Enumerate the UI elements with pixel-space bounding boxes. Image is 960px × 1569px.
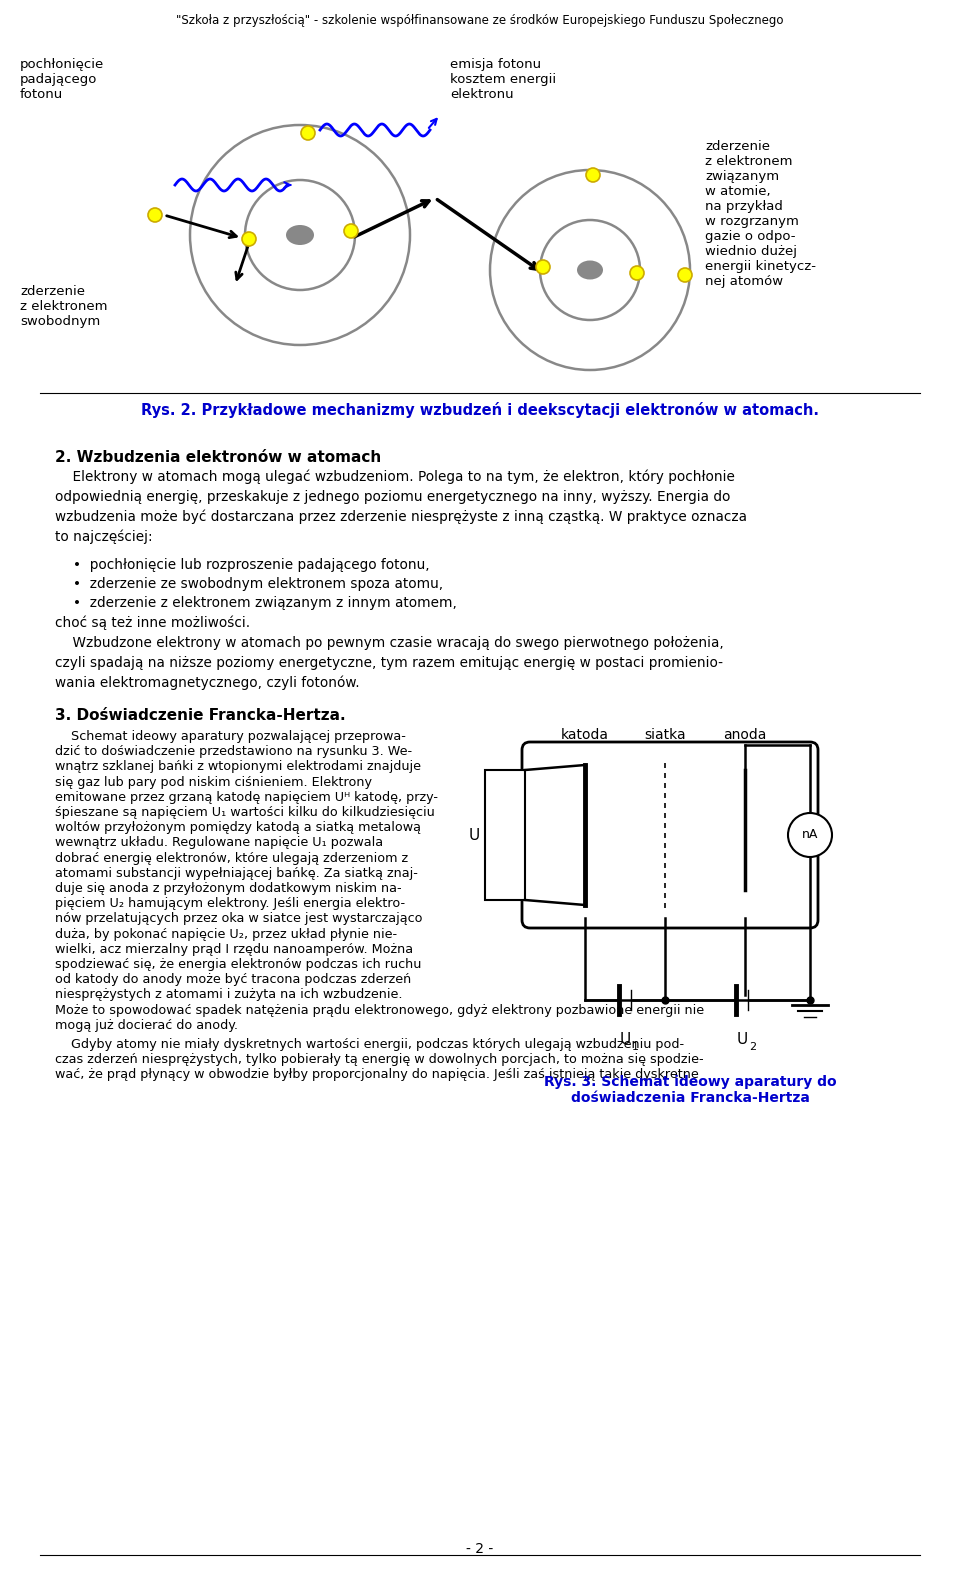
Text: pięciem U₂ hamującym elektrony. Jeśli energia elektro-: pięciem U₂ hamującym elektrony. Jeśli en…	[55, 897, 405, 910]
Ellipse shape	[577, 260, 603, 279]
Text: "Szkoła z przyszłością" - szkolenie współfinansowane ze środków Europejskiego Fu: "Szkoła z przyszłością" - szkolenie wspó…	[177, 14, 783, 27]
Text: woltów przyłożonym pomiędzy katodą a siatką metalową: woltów przyłożonym pomiędzy katodą a sia…	[55, 821, 421, 835]
Text: wewnątrz układu. Regulowane napięcie U₁ pozwala: wewnątrz układu. Regulowane napięcie U₁ …	[55, 836, 383, 849]
Text: od katody do anody może być tracona podczas zderzeń: od katody do anody może być tracona podc…	[55, 973, 411, 987]
Ellipse shape	[286, 224, 314, 245]
Text: pochłonięcie
padającego
fotonu: pochłonięcie padającego fotonu	[20, 58, 105, 100]
Text: duża, by pokonać napięcie U₂, przez układ płynie nie-: duża, by pokonać napięcie U₂, przez ukła…	[55, 927, 397, 940]
Text: mogą już docierać do anody.: mogą już docierać do anody.	[55, 1018, 238, 1032]
Circle shape	[301, 126, 315, 140]
Text: wać, że prąd płynący w obwodzie byłby proporcjonalny do napięcia. Jeśli zaś istn: wać, że prąd płynący w obwodzie byłby pr…	[55, 1068, 699, 1081]
Text: - 2 -: - 2 -	[467, 1542, 493, 1556]
Text: Rys. 3. Schemat ideowy aparatury do
doświadczenia Francka-Hertza: Rys. 3. Schemat ideowy aparatury do dośw…	[543, 1075, 836, 1105]
Circle shape	[788, 813, 832, 857]
Text: zderzenie
z elektronem
swobodnym: zderzenie z elektronem swobodnym	[20, 286, 108, 328]
Text: wnątrz szklanej bańki z wtopionymi elektrodami znajduje: wnątrz szklanej bańki z wtopionymi elekt…	[55, 761, 421, 774]
Text: Elektrony w atomach mogą ulegać wzbudzeniom. Polega to na tym, że elektron, któr: Elektrony w atomach mogą ulegać wzbudzen…	[55, 471, 747, 544]
Text: Gdyby atomy nie miały dyskretnych wartości energii, podczas których ulegają wzbu: Gdyby atomy nie miały dyskretnych wartoś…	[55, 1039, 684, 1051]
Text: •  pochłonięcie lub rozproszenie padającego fotonu,: • pochłonięcie lub rozproszenie padające…	[73, 559, 430, 573]
Text: 2. Wzbudzenia elektronów w atomach: 2. Wzbudzenia elektronów w atomach	[55, 450, 381, 464]
Text: duje się anoda z przyłożonym dodatkowym niskim na-: duje się anoda z przyłożonym dodatkowym …	[55, 882, 401, 894]
Bar	[485, 770, 525, 901]
Circle shape	[630, 267, 644, 279]
Text: choć są też inne możliwości.: choć są też inne możliwości.	[55, 617, 251, 631]
Text: niesprężystych z atomami i zużyta na ich wzbudzenie.: niesprężystych z atomami i zużyta na ich…	[55, 988, 402, 1001]
Circle shape	[586, 168, 600, 182]
Text: zderzenie
z elektronem
związanym
w atomie,
na przykład
w rozgrzanym
gazie o odpo: zderzenie z elektronem związanym w atomi…	[705, 140, 816, 289]
Text: 2: 2	[749, 1042, 756, 1051]
Circle shape	[242, 232, 256, 246]
FancyBboxPatch shape	[522, 742, 818, 927]
Text: Rys. 2. Przykładowe mechanizmy wzbudzeń i deekscytacji elektronów w atomach.: Rys. 2. Przykładowe mechanizmy wzbudzeń …	[141, 402, 819, 417]
Text: H: H	[483, 836, 492, 846]
Text: Schemat ideowy aparatury pozwalającej przeprowa-: Schemat ideowy aparatury pozwalającej pr…	[55, 730, 406, 744]
Text: katoda: katoda	[561, 728, 609, 742]
Text: wielki, acz mierzalny prąd I rzędu nanoamperów. Można: wielki, acz mierzalny prąd I rzędu nanoa…	[55, 943, 413, 956]
Text: dobrać energię elektronów, które ulegają zderzeniom z: dobrać energię elektronów, które ulegają…	[55, 852, 408, 865]
Text: U: U	[468, 827, 480, 843]
Circle shape	[536, 260, 550, 275]
Text: Może to spowodować spadek natężenia prądu elektronowego, gdyż elektrony pozbawio: Może to spowodować spadek natężenia prąd…	[55, 1004, 704, 1017]
Circle shape	[148, 209, 162, 221]
Text: 1: 1	[632, 1042, 639, 1051]
Text: •  zderzenie z elektronem związanym z innym atomem,: • zderzenie z elektronem związanym z inn…	[73, 596, 457, 610]
Text: atomami substancji wypełniającej bańkę. Za siatką znaj-: atomami substancji wypełniającej bańkę. …	[55, 866, 418, 880]
Text: •  zderzenie ze swobodnym elektronem spoza atomu,: • zderzenie ze swobodnym elektronem spoz…	[73, 577, 444, 592]
Text: emitowane przez grzaną katodę napięciem Uᴴ katodę, przy-: emitowane przez grzaną katodę napięciem …	[55, 791, 438, 803]
Text: 3. Doświadczenie Francka-Hertza.: 3. Doświadczenie Francka-Hertza.	[55, 708, 346, 723]
Text: nów przelatujących przez oka w siatce jest wystarczająco: nów przelatujących przez oka w siatce je…	[55, 913, 422, 926]
Text: się gaz lub pary pod niskim ciśnieniem. Elektrony: się gaz lub pary pod niskim ciśnieniem. …	[55, 775, 372, 789]
Text: U: U	[619, 1032, 631, 1047]
Text: siatka: siatka	[644, 728, 685, 742]
Text: U: U	[736, 1032, 748, 1047]
Text: Wzbudzone elektrony w atomach po pewnym czasie wracają do swego pierwotnego poło: Wzbudzone elektrony w atomach po pewnym …	[55, 635, 724, 690]
Text: śpieszane są napięciem U₁ wartości kilku do kilkudziesięciu: śpieszane są napięciem U₁ wartości kilku…	[55, 806, 435, 819]
Circle shape	[344, 224, 358, 238]
Text: anoda: anoda	[723, 728, 767, 742]
Text: czas zderzeń niesprężystych, tylko pobierały tą energię w dowolnych porcjach, to: czas zderzeń niesprężystych, tylko pobie…	[55, 1053, 704, 1067]
Text: nA: nA	[802, 828, 818, 841]
Text: spodziewać się, że energia elektronów podczas ich ruchu: spodziewać się, że energia elektronów po…	[55, 959, 421, 971]
Circle shape	[678, 268, 692, 282]
Text: dzić to doświadczenie przedstawiono na rysunku 3. We-: dzić to doświadczenie przedstawiono na r…	[55, 745, 412, 758]
Text: emisja fotonu
kosztem energii
elektronu: emisja fotonu kosztem energii elektronu	[450, 58, 556, 100]
